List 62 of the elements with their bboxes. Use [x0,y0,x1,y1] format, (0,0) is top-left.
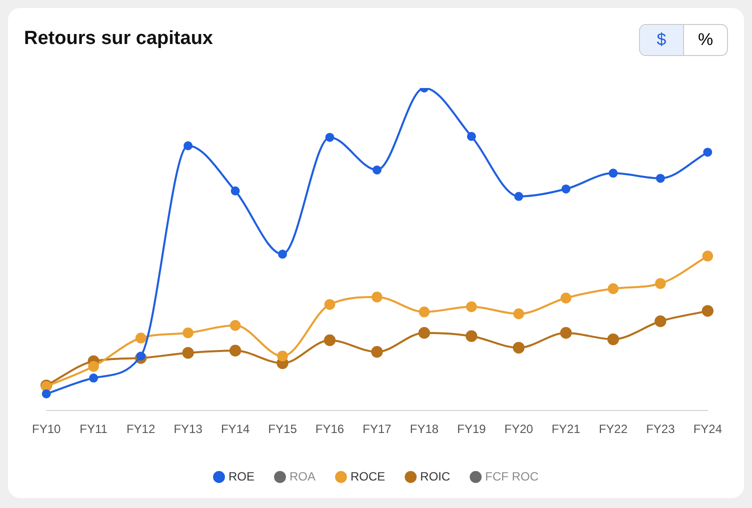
point [88,361,99,372]
legend-label: ROCE [350,469,386,484]
x-tick-label: FY13 [174,422,203,436]
point [372,165,382,174]
point [372,292,382,302]
legend-label: ROIC [420,469,451,484]
point [655,278,666,289]
chart-title: Retours sur capitaux [24,28,213,50]
x-tick-label: FY19 [457,422,486,436]
text: % [696,29,714,51]
point [513,308,524,320]
point [560,327,572,339]
point [654,315,666,328]
x-tick-label: FY14 [220,422,250,436]
point [608,168,618,178]
point [512,342,525,354]
point [702,305,714,317]
point [184,141,193,150]
point [135,332,146,344]
x-tick-label: FY24 [693,422,722,436]
point [608,283,619,294]
point [466,301,477,312]
point [277,350,288,362]
legend-label: FCF ROC [485,469,539,484]
point [561,184,570,194]
point [607,333,620,346]
point [89,374,98,383]
point [42,389,51,398]
x-tick-label: FY22 [598,422,628,436]
legend-label: ROA [290,469,316,484]
point [182,347,194,359]
point [656,174,665,183]
point [560,292,572,304]
x-tick-label: FY11 [80,422,108,436]
point [418,306,430,318]
point [514,192,524,201]
point [418,327,430,339]
x-tick-label: FY16 [315,422,344,436]
point [230,186,240,196]
point [466,132,476,141]
point [229,344,242,356]
point [466,330,478,342]
point [371,346,383,358]
point [230,320,241,331]
x-tick-label: FY23 [646,422,676,436]
text: $ [640,25,684,55]
x-tick-label: FY21 [552,422,581,436]
point [136,352,146,361]
x-tick-label: FY10 [32,422,62,436]
x-tick-label: FY20 [504,422,534,436]
point [703,148,712,157]
point [325,132,334,142]
x-tick-label: FY15 [268,422,298,436]
point [182,327,194,338]
point [324,334,336,346]
point [278,250,288,259]
point [702,250,714,262]
x-tick-label: FY12 [126,422,156,436]
legend-label: ROE [228,469,255,484]
point [324,299,336,310]
x-tick-label: FY17 [362,422,392,436]
x-tick-label: FY18 [410,422,439,436]
